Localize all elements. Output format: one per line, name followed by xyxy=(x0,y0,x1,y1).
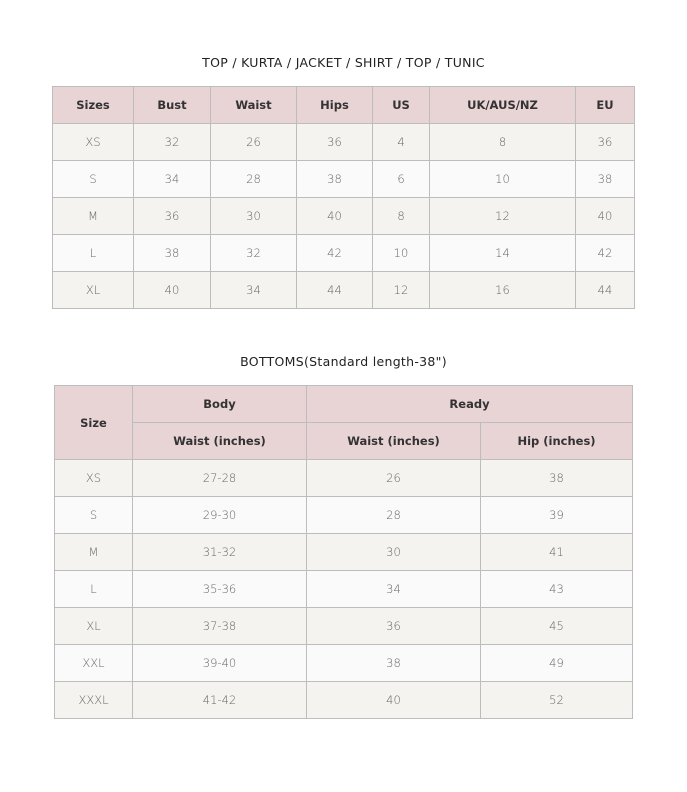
table-cell: 44 xyxy=(296,271,373,309)
table-cell: 40 xyxy=(306,681,481,719)
table-cell: 38 xyxy=(575,160,635,198)
table-cell: 40 xyxy=(575,197,635,235)
table-cell: XS xyxy=(52,123,134,161)
table-cell: 41 xyxy=(480,533,633,571)
table-row: XL 37-38 36 45 xyxy=(54,607,633,645)
bottoms-size-chart-table: Size Body Ready Waist (inches) Waist (in… xyxy=(54,385,633,719)
column-header: US xyxy=(372,86,430,124)
table-cell: 49 xyxy=(480,644,633,682)
table-cell: 26 xyxy=(210,123,297,161)
table-row: L 35-36 34 43 xyxy=(54,570,633,608)
table-row: S 29-30 28 39 xyxy=(54,496,633,534)
bottoms-size-chart-title: BOTTOMS(Standard length-38") xyxy=(240,354,447,369)
table-row: XXL 39-40 38 49 xyxy=(54,644,633,682)
table-cell: 32 xyxy=(133,123,211,161)
top-size-chart-table: Sizes Bust Waist Hips US UK/AUS/NZ EU XS 32 26 36… xyxy=(52,86,635,309)
table-cell: 40 xyxy=(296,197,373,235)
table-cell: 42 xyxy=(296,234,373,272)
table-cell: 34 xyxy=(306,570,481,608)
table-cell: XL xyxy=(52,271,134,309)
header-ready: Ready xyxy=(306,385,633,423)
table-row: M 31-32 30 41 xyxy=(54,533,633,571)
table-cell: 10 xyxy=(429,160,576,198)
table-row: M 36 30 40 8 12 40 xyxy=(52,197,635,235)
table-cell: 26 xyxy=(306,459,481,497)
table-cell: 6 xyxy=(372,160,430,198)
table-cell: XXL xyxy=(54,644,133,682)
table-cell: L xyxy=(52,234,134,272)
table-cell: 27-28 xyxy=(132,459,307,497)
table-row: S 34 28 38 6 10 38 xyxy=(52,160,635,198)
table-cell: 40 xyxy=(133,271,211,309)
table-cell: 36 xyxy=(133,197,211,235)
table-cell: M xyxy=(52,197,134,235)
table-cell: L xyxy=(54,570,133,608)
table-cell: 31-32 xyxy=(132,533,307,571)
table-cell: 52 xyxy=(480,681,633,719)
table-cell: 42 xyxy=(575,234,635,272)
table-cell: 34 xyxy=(133,160,211,198)
table-cell: 4 xyxy=(372,123,430,161)
table-cell: 28 xyxy=(306,496,481,534)
table-cell: XL xyxy=(54,607,133,645)
table-cell: 38 xyxy=(306,644,481,682)
table-cell: 8 xyxy=(372,197,430,235)
table-cell: 12 xyxy=(372,271,430,309)
table-cell: 36 xyxy=(575,123,635,161)
table-cell: 14 xyxy=(429,234,576,272)
table-cell: 39 xyxy=(480,496,633,534)
table-cell: S xyxy=(52,160,134,198)
table-row: XS 27-28 26 38 xyxy=(54,459,633,497)
table-cell: XS xyxy=(54,459,133,497)
column-header: Bust xyxy=(133,86,211,124)
table-row: XXXL 41-42 40 52 xyxy=(54,681,633,719)
table-cell: 36 xyxy=(296,123,373,161)
column-header: EU xyxy=(575,86,635,124)
table-cell: S xyxy=(54,496,133,534)
table-row: XL 40 34 44 12 16 44 xyxy=(52,271,635,309)
table-cell: 35-36 xyxy=(132,570,307,608)
table-cell: 38 xyxy=(296,160,373,198)
table-cell: 44 xyxy=(575,271,635,309)
table-cell: 45 xyxy=(480,607,633,645)
table-cell: 30 xyxy=(210,197,297,235)
table-cell: 16 xyxy=(429,271,576,309)
table-row: XS 32 26 36 4 8 36 xyxy=(52,123,635,161)
table-cell: 30 xyxy=(306,533,481,571)
table-cell: 38 xyxy=(480,459,633,497)
table-cell: 10 xyxy=(372,234,430,272)
table-cell: 37-38 xyxy=(132,607,307,645)
column-header: Sizes xyxy=(52,86,134,124)
table-cell: 29-30 xyxy=(132,496,307,534)
table-cell: 8 xyxy=(429,123,576,161)
header-body-waist: Waist (inches) xyxy=(132,422,307,460)
table-row: L 38 32 42 10 14 42 xyxy=(52,234,635,272)
table-cell: 36 xyxy=(306,607,481,645)
table-cell: 12 xyxy=(429,197,576,235)
column-header: Hips xyxy=(296,86,373,124)
table-cell: M xyxy=(54,533,133,571)
table-cell: 39-40 xyxy=(132,644,307,682)
table-cell: 32 xyxy=(210,234,297,272)
table-cell: XXXL xyxy=(54,681,133,719)
column-header: UK/AUS/NZ xyxy=(429,86,576,124)
table-cell: 43 xyxy=(480,570,633,608)
table-cell: 38 xyxy=(133,234,211,272)
header-size: Size xyxy=(54,385,133,460)
table-cell: 41-42 xyxy=(132,681,307,719)
header-ready-waist: Waist (inches) xyxy=(306,422,481,460)
top-size-chart-title: TOP / KURTA / JACKET / SHIRT / TOP / TUN… xyxy=(202,55,485,70)
column-header: Waist xyxy=(210,86,297,124)
header-ready-hip: Hip (inches) xyxy=(480,422,633,460)
table-cell: 34 xyxy=(210,271,297,309)
table-cell: 28 xyxy=(210,160,297,198)
header-body: Body xyxy=(132,385,307,423)
